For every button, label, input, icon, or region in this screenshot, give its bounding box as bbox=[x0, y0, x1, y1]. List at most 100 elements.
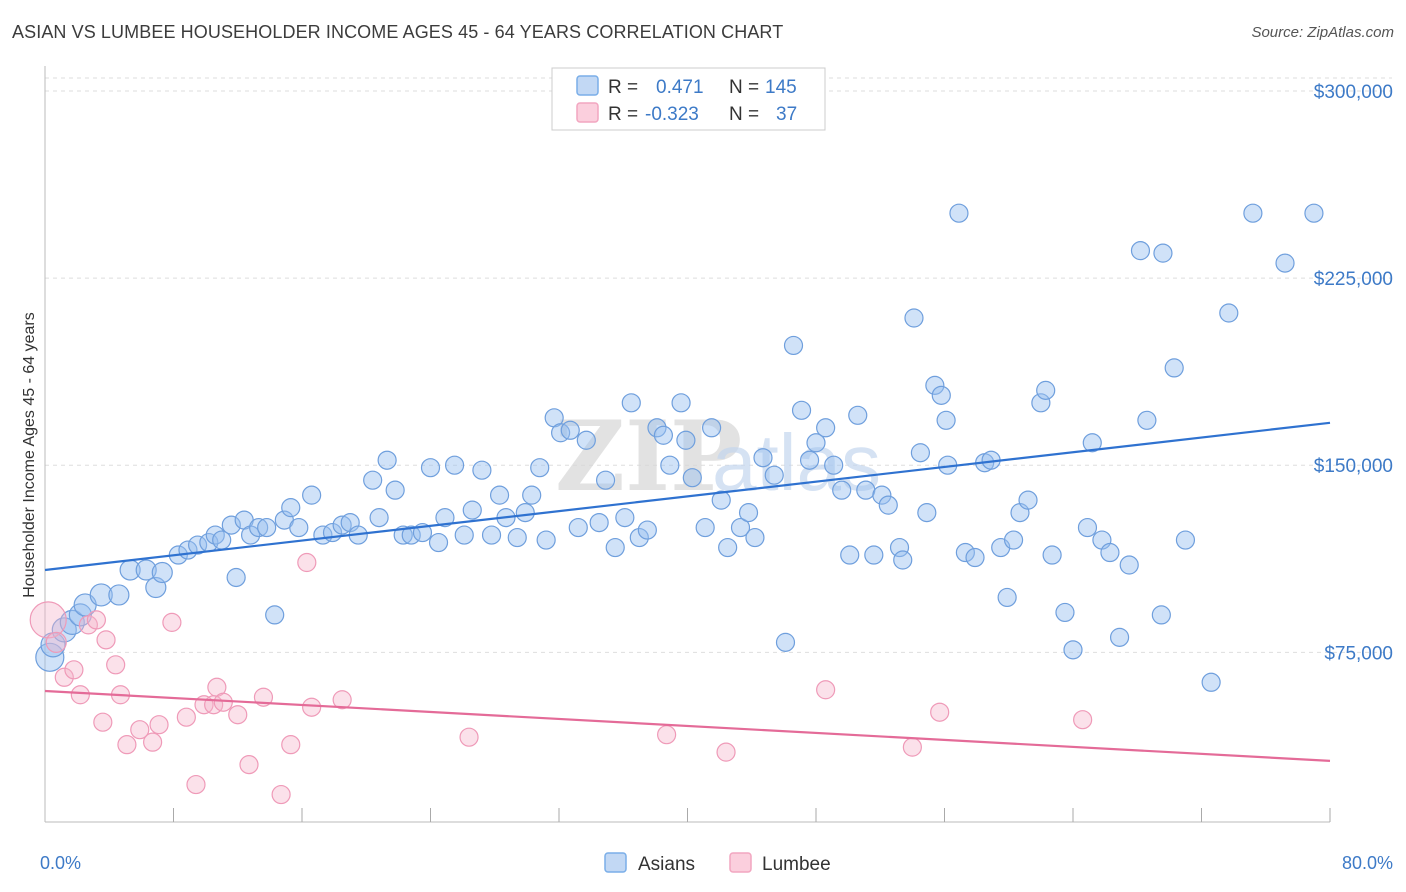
asian-point bbox=[385, 480, 405, 500]
asian-point bbox=[917, 503, 937, 523]
asian-point bbox=[363, 470, 383, 490]
asian-point bbox=[481, 525, 502, 545]
y-tick-label: $75,000 bbox=[1324, 643, 1393, 664]
y-axis-label: Householder Income Ages 45 - 64 years bbox=[21, 312, 38, 598]
lumbee-point bbox=[228, 705, 248, 725]
asian-point bbox=[695, 517, 715, 538]
lumbee-point bbox=[302, 697, 322, 717]
asian-point bbox=[1153, 243, 1173, 263]
lumbee-point bbox=[930, 702, 950, 722]
lumbee-point bbox=[45, 631, 67, 653]
lumbee-point bbox=[96, 630, 116, 650]
asian-point bbox=[589, 512, 609, 533]
asian-point bbox=[332, 515, 352, 535]
asian-point bbox=[454, 525, 474, 545]
asian-point bbox=[718, 537, 738, 558]
asian-point bbox=[576, 430, 596, 450]
asian-point bbox=[878, 495, 898, 515]
asian-point bbox=[530, 458, 550, 478]
lumbee-point bbox=[716, 742, 736, 762]
asian-point bbox=[257, 517, 277, 538]
asian-point bbox=[1042, 545, 1062, 565]
asian-point bbox=[560, 420, 580, 440]
asian-point bbox=[401, 525, 421, 545]
lumbee-trend-line bbox=[44, 689, 1331, 762]
asian-point bbox=[377, 450, 397, 470]
asian-point bbox=[515, 503, 535, 523]
asian-point bbox=[949, 203, 969, 223]
asian-point bbox=[806, 433, 826, 453]
asian-point bbox=[1219, 303, 1239, 323]
asian-point bbox=[783, 335, 804, 356]
asian-point bbox=[507, 527, 527, 548]
asian-point bbox=[1201, 672, 1221, 692]
legend-n-value-lumbee: 37 bbox=[776, 104, 797, 125]
asian-points bbox=[35, 203, 1324, 692]
asian-point bbox=[647, 418, 667, 438]
lumbee-point bbox=[213, 692, 233, 712]
asian-point bbox=[816, 418, 836, 438]
asian-point bbox=[799, 450, 820, 470]
legend-r-label-asians: R = bbox=[608, 77, 638, 98]
asian-point bbox=[864, 545, 884, 565]
lumbee-point bbox=[332, 690, 352, 710]
trend-lines bbox=[44, 421, 1331, 762]
x-tick-label-end: 80.0% bbox=[1342, 853, 1393, 873]
asian-point bbox=[753, 448, 773, 468]
asian-point bbox=[637, 520, 657, 540]
asian-point bbox=[472, 460, 492, 480]
asian-point bbox=[1275, 253, 1295, 273]
x-tick-labels: 0.0% 80.0% bbox=[40, 853, 1393, 873]
asian-point bbox=[1018, 490, 1038, 510]
asian-point bbox=[249, 517, 269, 538]
asian-point bbox=[536, 530, 556, 550]
asian-point bbox=[904, 308, 924, 328]
asian-point bbox=[568, 517, 588, 538]
asian-point bbox=[925, 375, 945, 395]
asian-point bbox=[1063, 640, 1083, 660]
lumbee-point bbox=[64, 660, 84, 680]
asian-point bbox=[840, 545, 860, 565]
asian-point bbox=[1036, 380, 1056, 400]
asian-point bbox=[265, 605, 285, 625]
lumbee-point bbox=[143, 732, 163, 752]
asian-point bbox=[738, 503, 759, 523]
asian-trend-line bbox=[44, 421, 1331, 572]
top-legend: R = 0.471 N = 145 R = -0.323 N = 37 bbox=[551, 67, 826, 131]
lumbee-point bbox=[86, 610, 107, 630]
lumbee-point bbox=[54, 667, 74, 687]
grid-lines bbox=[45, 77, 1392, 653]
asian-point bbox=[848, 405, 868, 425]
bottom-legend-label-lumbee: Lumbee bbox=[762, 854, 831, 875]
legend-n-label-asians: N = bbox=[729, 77, 759, 98]
asian-point bbox=[135, 559, 157, 581]
asian-point bbox=[615, 508, 635, 528]
y-tick-label: $150,000 bbox=[1314, 456, 1393, 477]
asian-point bbox=[832, 480, 852, 500]
asian-point bbox=[435, 508, 455, 528]
asian-point bbox=[1109, 627, 1130, 647]
lumbee-point bbox=[70, 685, 90, 705]
asian-point bbox=[462, 500, 482, 520]
asian-point bbox=[1243, 203, 1263, 223]
asian-point bbox=[629, 527, 649, 548]
asian-point bbox=[1304, 203, 1324, 223]
lumbee-point bbox=[186, 774, 206, 795]
asian-point bbox=[205, 525, 225, 545]
lumbee-point bbox=[902, 737, 922, 757]
lumbee-point bbox=[162, 612, 182, 632]
asian-point bbox=[676, 430, 696, 450]
lumbee-point bbox=[176, 707, 196, 727]
x-tick-label-start: 0.0% bbox=[40, 853, 81, 873]
asian-point bbox=[893, 550, 913, 570]
lumbee-point bbox=[816, 680, 836, 700]
asian-point bbox=[489, 485, 510, 505]
asian-point bbox=[660, 455, 680, 475]
asian-point bbox=[1031, 393, 1051, 413]
bottom-legend-swatch-asians bbox=[604, 852, 627, 873]
lumbee-point bbox=[297, 552, 317, 573]
asian-point bbox=[889, 537, 910, 558]
asian-point bbox=[856, 480, 876, 500]
asian-point bbox=[1055, 602, 1075, 623]
legend-swatch-asians bbox=[576, 75, 599, 96]
